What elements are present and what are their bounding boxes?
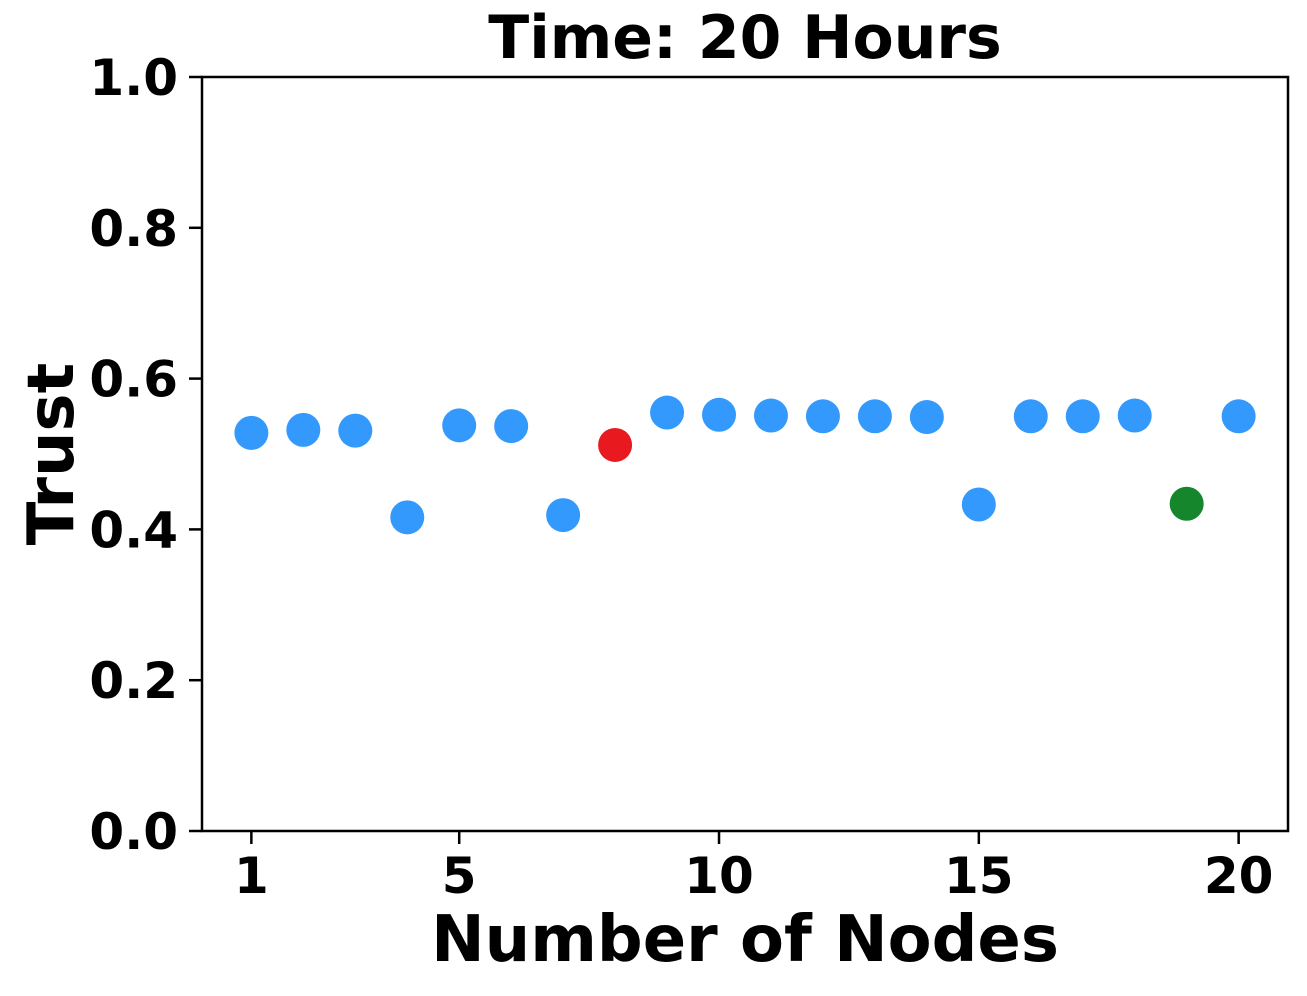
data-point-blue	[442, 408, 477, 443]
data-point-blue	[1013, 399, 1048, 434]
x-tick-label: 15	[944, 847, 1014, 905]
y-tick-label: 0.6	[89, 351, 178, 409]
data-point-blue	[390, 500, 425, 535]
y-tick-label: 0.0	[89, 803, 178, 861]
data-point-blue	[494, 409, 529, 444]
axes-frame	[200, 75, 1290, 833]
x-tick-label: 1	[234, 847, 269, 905]
data-point-blue	[546, 498, 581, 533]
data-point-blue	[234, 415, 269, 450]
data-point-blue	[650, 395, 685, 430]
data-point-blue	[961, 487, 996, 522]
x-tick-label: 10	[684, 847, 754, 905]
data-point-blue	[857, 399, 892, 434]
data-point-blue	[909, 400, 944, 435]
data-point-blue	[286, 412, 321, 447]
y-tick-label: 0.2	[89, 652, 178, 710]
data-point-blue	[805, 399, 840, 434]
data-point-blue	[702, 397, 737, 432]
x-tick-label: 5	[442, 847, 477, 905]
data-point-green	[1169, 486, 1204, 521]
y-tick-label: 0.4	[89, 501, 178, 559]
x-tick-label: 20	[1204, 847, 1274, 905]
data-point-blue	[1065, 399, 1100, 434]
data-point-red	[598, 427, 633, 462]
data-point-blue	[1221, 399, 1256, 434]
y-axis-label: Trust	[15, 362, 89, 546]
data-point-blue	[338, 413, 373, 448]
chart-title: Time: 20 Hours	[488, 3, 1002, 73]
data-point-blue	[753, 398, 788, 433]
data-point-blue	[1117, 398, 1152, 433]
y-tick-label: 0.8	[89, 200, 178, 258]
x-axis-label: Number of Nodes	[431, 903, 1059, 977]
y-tick-label: 1.0	[89, 49, 178, 107]
